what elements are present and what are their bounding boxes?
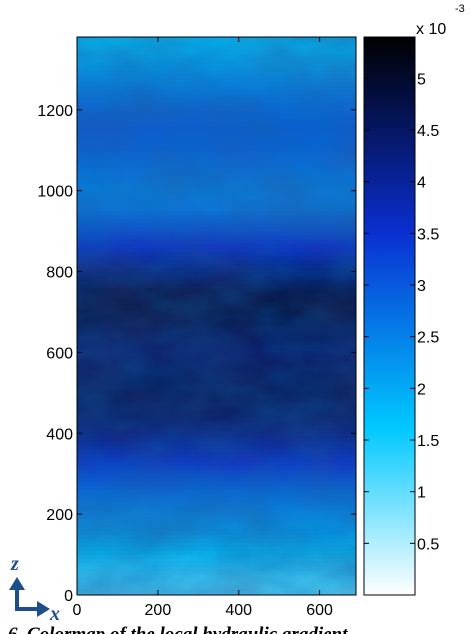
colorbar-tick-label: 0.5 xyxy=(417,536,439,553)
y-tick-label: 400 xyxy=(46,426,73,443)
axis-indicator: z x xyxy=(9,553,60,625)
x-arrow-head xyxy=(37,601,50,617)
y-tick-label: 0 xyxy=(64,588,73,605)
figure-caption: 6. Colormap of the local hydraulic gradi… xyxy=(8,624,348,634)
x-tick-label: 0 xyxy=(73,602,82,619)
colorbar-tick-label: 2.5 xyxy=(417,330,439,347)
y-tick-label: 600 xyxy=(46,345,73,362)
x-tick-label: 600 xyxy=(306,602,333,619)
y-tick-label: 200 xyxy=(46,507,73,524)
x-axis-letter: x xyxy=(49,603,60,625)
colorbar-ticks: 0.5 1 1.5 2 2.5 3 3.5 4 4.5 5 xyxy=(364,71,439,553)
colorbar-tick-label: 4.5 xyxy=(417,123,439,140)
colorbar-exponent-base: x 10 xyxy=(416,21,446,38)
colorbar-exponent-power: -3 xyxy=(455,3,465,15)
y-tick-label: 1000 xyxy=(37,184,73,201)
colormap-plot xyxy=(77,37,356,595)
x-tick-label: 200 xyxy=(145,602,172,619)
colorbar-tick-label: 5 xyxy=(417,71,426,88)
y-axis-ticks: 0 200 400 600 800 1000 1200 xyxy=(37,103,356,605)
x-tick-label: 400 xyxy=(225,602,252,619)
x-axis-ticks: 0 200 400 600 xyxy=(73,37,333,619)
colorbar-tick-label: 2 xyxy=(417,381,426,398)
colorbar-tick-label: 1 xyxy=(417,485,426,502)
colorbar-tick-label: 4 xyxy=(417,175,426,192)
colorbar-tick-label: 1.5 xyxy=(417,433,439,450)
y-tick-label: 800 xyxy=(46,265,73,282)
colorbar xyxy=(363,36,416,596)
z-axis-letter: z xyxy=(10,553,19,575)
z-arrow-head xyxy=(9,577,25,590)
plot-frame xyxy=(76,36,357,596)
y-tick-label: 1200 xyxy=(37,103,73,120)
colorbar-tick-label: 3 xyxy=(417,278,426,295)
colorbar-tick-label: 3.5 xyxy=(417,226,439,243)
texture-overlay-2 xyxy=(77,37,356,595)
